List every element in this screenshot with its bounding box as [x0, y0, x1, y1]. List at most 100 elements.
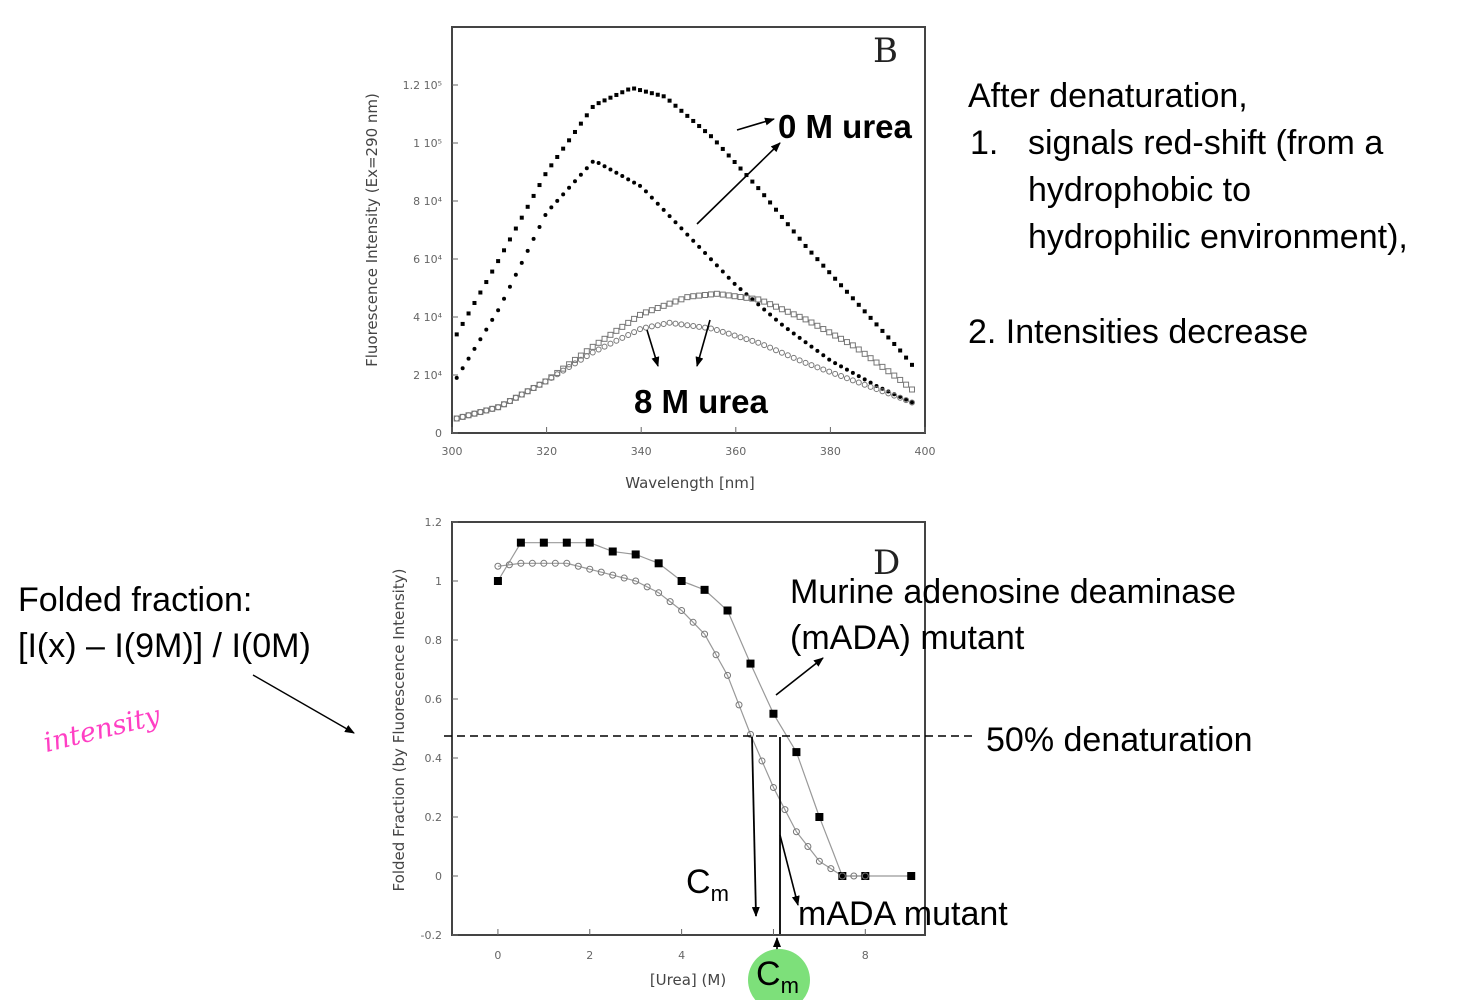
data-point	[672, 298, 679, 305]
y-tick-label: 0.4	[425, 752, 443, 765]
data-point	[631, 550, 640, 559]
data-point	[756, 302, 761, 307]
data-point	[672, 320, 679, 327]
data-point	[684, 294, 691, 301]
data-point	[607, 340, 614, 347]
data-point	[735, 701, 743, 709]
spectrum-panel-b: B Wavelength [nm] Fluorescence Intensity…	[363, 26, 936, 492]
data-point	[465, 412, 472, 419]
data-point	[609, 571, 617, 579]
data-point	[563, 559, 571, 567]
data-point	[583, 348, 590, 355]
data-point	[589, 349, 596, 356]
data-point	[595, 346, 602, 353]
panel-b-x-ticks: 300 320 340 360 380 400	[442, 427, 936, 458]
data-point	[773, 347, 780, 354]
data-point	[531, 236, 536, 241]
data-point	[785, 327, 790, 332]
data-point	[666, 319, 673, 326]
data-point	[632, 577, 640, 585]
data-point	[891, 372, 898, 379]
data-point	[626, 87, 631, 92]
data-point	[506, 398, 513, 405]
data-point	[567, 138, 572, 143]
data-point	[750, 297, 755, 302]
data-point	[517, 559, 525, 567]
arrow-to-8m-right	[695, 319, 711, 367]
data-point	[685, 113, 690, 118]
data-point	[849, 377, 856, 384]
point-1-line-3: hydrophilic environment),	[1028, 218, 1408, 256]
data-point	[791, 331, 796, 336]
data-point	[513, 272, 518, 277]
data-point	[454, 332, 459, 337]
x-tick-label: 300	[442, 445, 463, 458]
data-point	[489, 405, 496, 412]
data-point	[778, 306, 785, 313]
data-point	[803, 340, 808, 345]
data-point	[779, 214, 784, 219]
data-point	[712, 651, 720, 659]
data-point	[484, 280, 489, 285]
data-point	[820, 366, 827, 373]
data-point	[703, 251, 708, 256]
eight-urea-label: 8 M urea	[634, 383, 768, 420]
arrow-folded-fraction	[252, 674, 355, 734]
data-point	[638, 88, 643, 93]
y-tick-label: 6 10⁴	[413, 253, 442, 266]
data-point	[808, 362, 815, 369]
data-point	[574, 562, 582, 570]
data-point	[625, 319, 632, 326]
data-point	[466, 356, 471, 361]
data-point	[820, 326, 827, 333]
data-point	[725, 330, 732, 337]
data-point	[519, 260, 524, 265]
data-point	[737, 334, 744, 341]
data-point	[560, 365, 567, 372]
data-point	[540, 559, 548, 567]
data-point	[572, 179, 577, 184]
data-point	[861, 872, 870, 880]
data-point	[490, 269, 495, 274]
x-tick-label: 400	[915, 445, 936, 458]
data-point	[496, 308, 501, 313]
data-point	[642, 309, 649, 316]
data-point	[904, 397, 909, 402]
y-tick-label: 0	[435, 427, 442, 440]
data-point	[821, 353, 826, 358]
data-point	[549, 205, 554, 210]
data-point	[524, 388, 531, 395]
data-point	[746, 730, 754, 738]
data-point	[619, 323, 626, 330]
data-point	[543, 172, 548, 177]
x-tick-label: 2	[586, 949, 593, 962]
data-point	[767, 344, 774, 351]
data-point	[761, 298, 768, 305]
data-point	[767, 301, 774, 308]
denaturation-title: After denaturation,	[968, 77, 1248, 115]
data-point	[861, 350, 868, 357]
data-point	[879, 363, 886, 370]
y-tick-label: 0	[435, 870, 442, 883]
data-point	[607, 331, 614, 338]
data-point	[868, 380, 873, 385]
data-point	[655, 92, 660, 97]
data-point	[583, 353, 590, 360]
data-point	[892, 341, 897, 346]
data-point	[560, 367, 567, 374]
data-point	[768, 200, 773, 205]
data-point	[719, 291, 726, 298]
x-tick-label: 8	[862, 949, 869, 962]
data-point	[827, 357, 832, 362]
data-point	[769, 709, 778, 718]
data-point	[637, 311, 644, 318]
data-point	[873, 359, 880, 366]
data-point	[758, 757, 766, 765]
data-point	[708, 257, 713, 262]
arrow-to-0m-upper	[736, 117, 775, 131]
data-point	[584, 113, 589, 118]
data-point	[518, 391, 525, 398]
data-point	[796, 357, 803, 364]
murine-label-line-1: Murine adenosine deaminase	[790, 573, 1237, 611]
data-point	[844, 289, 849, 294]
